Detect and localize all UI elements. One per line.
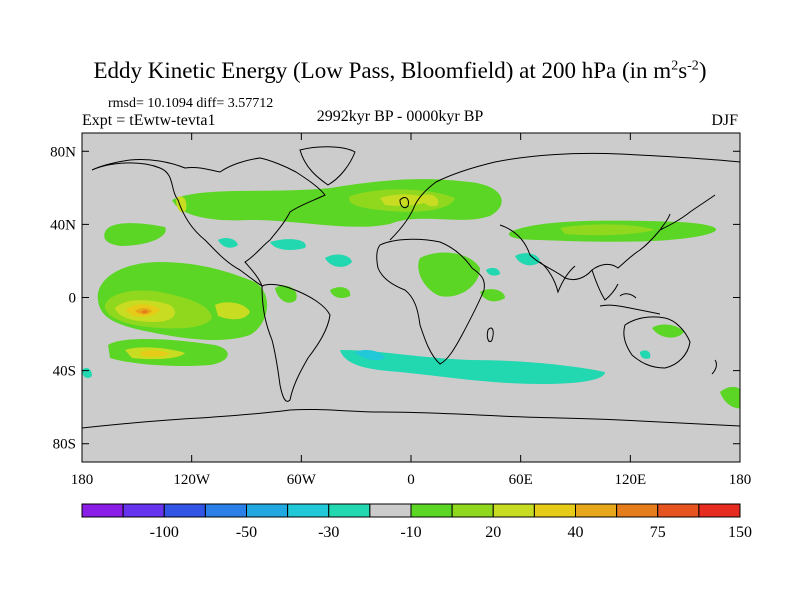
south-pacific-core-2 xyxy=(140,350,170,357)
eurasia-coast xyxy=(389,152,740,281)
period-label: 2992kyr BP - 0000kyr BP xyxy=(316,108,484,125)
north-pacific-band xyxy=(104,223,166,246)
colorbar-box-12 xyxy=(575,503,618,518)
southern-ocean-band xyxy=(340,350,605,384)
central-atlantic-patch xyxy=(330,287,351,298)
colorbar-box-14 xyxy=(657,503,700,518)
stats-text: rmsd= 10.1094 diff= 3.57712 xyxy=(108,96,274,111)
colorbar-label-3: -10 xyxy=(400,524,421,541)
season-label: DJF xyxy=(711,112,738,129)
india-coast xyxy=(539,261,576,294)
colorbar-box-4 xyxy=(246,503,289,518)
colorbar-box-1 xyxy=(122,503,165,518)
colorbar-box-13 xyxy=(616,503,659,518)
lat-tick-label-0: 80N xyxy=(50,144,76,160)
lat-tick-label-2: 0 xyxy=(69,291,77,307)
north-america-coast xyxy=(91,157,326,288)
australia-coast xyxy=(623,316,691,369)
colorbar-label-7: 150 xyxy=(728,524,752,541)
north-atlantic-core-2 xyxy=(380,194,430,206)
brazil-patch xyxy=(275,285,297,303)
colorbar-box-6 xyxy=(328,503,371,518)
mediterranean-neg xyxy=(515,253,540,266)
indonesia-coast xyxy=(599,293,661,315)
plot-title: Eddy Kinetic Energy (Low Pass, Bloomfiel… xyxy=(93,58,707,83)
colorbar-box-9 xyxy=(451,503,494,518)
africa-coast xyxy=(376,238,485,365)
lat-tick-label-4: 80S xyxy=(53,437,76,453)
japan-coast xyxy=(659,213,671,231)
australia-patch xyxy=(652,324,684,338)
lon-tick-label-4: 60E xyxy=(509,472,533,488)
southern-ocean-core xyxy=(355,350,385,360)
antarctica-coast xyxy=(82,408,740,429)
new-zealand-coast xyxy=(711,359,717,375)
eke-shading xyxy=(82,179,740,409)
colorbar-box-7 xyxy=(369,503,412,518)
india-patch xyxy=(480,289,505,302)
colorbar-label-1: -50 xyxy=(236,524,257,541)
lon-tick-label-6: 180 xyxy=(729,472,752,488)
colorbar-box-10 xyxy=(492,503,535,518)
colorbar-label-5: 40 xyxy=(568,524,584,541)
azores-neg xyxy=(325,254,352,267)
lon-tick-label-0: 180 xyxy=(71,472,94,488)
colorbar-box-3 xyxy=(204,503,247,518)
africa-patch xyxy=(418,252,480,297)
colorbar-box-8 xyxy=(410,503,453,518)
tropical-pacific-2 xyxy=(215,302,250,320)
arabia-neg xyxy=(486,267,500,276)
coastlines xyxy=(82,146,740,429)
pacific-neg xyxy=(218,237,238,248)
colorbar: -100 -50 -30 -10 20 40 75 150 xyxy=(81,503,752,541)
colorbar-box-5 xyxy=(287,503,330,518)
atlantic-neg xyxy=(270,239,306,250)
lon-axis: 180 120W 60W 0 60E 120E 180 xyxy=(71,133,752,488)
colorbar-label-0: -100 xyxy=(150,524,179,541)
lon-tick-label-3: 0 xyxy=(407,472,415,488)
lon-tick-label-2: 60W xyxy=(287,472,317,488)
asia-core xyxy=(560,224,655,236)
greenland-coast xyxy=(299,146,356,186)
madagascar-coast xyxy=(486,327,494,343)
colorbar-box-15 xyxy=(698,503,741,518)
lat-axis: 80N 40N 0 40S 80S xyxy=(50,144,740,453)
colorbar-box-2 xyxy=(163,503,206,518)
lat-tick-label-1: 40N xyxy=(50,217,76,233)
lon-tick-label-1: 120W xyxy=(173,472,211,488)
lon-tick-label-5: 120E xyxy=(614,472,646,488)
east-pacific-blob-6 xyxy=(141,310,148,314)
se-asia-coast xyxy=(591,269,619,301)
colorbar-box-0 xyxy=(81,503,124,518)
uk-coast xyxy=(399,197,409,209)
south-america-coast xyxy=(261,283,331,402)
colorbar-label-2: -30 xyxy=(318,524,339,541)
colorbar-label-6: 75 xyxy=(650,524,666,541)
colorbar-label-4: 20 xyxy=(485,524,501,541)
australia-neg xyxy=(640,350,651,359)
experiment-label: Expt = tEwtw-tevta1 xyxy=(82,112,216,129)
colorbar-box-11 xyxy=(533,503,576,518)
lat-tick-label-3: 40S xyxy=(53,364,76,380)
far-south-pacific-east xyxy=(720,387,740,409)
europe-patch xyxy=(420,194,439,207)
